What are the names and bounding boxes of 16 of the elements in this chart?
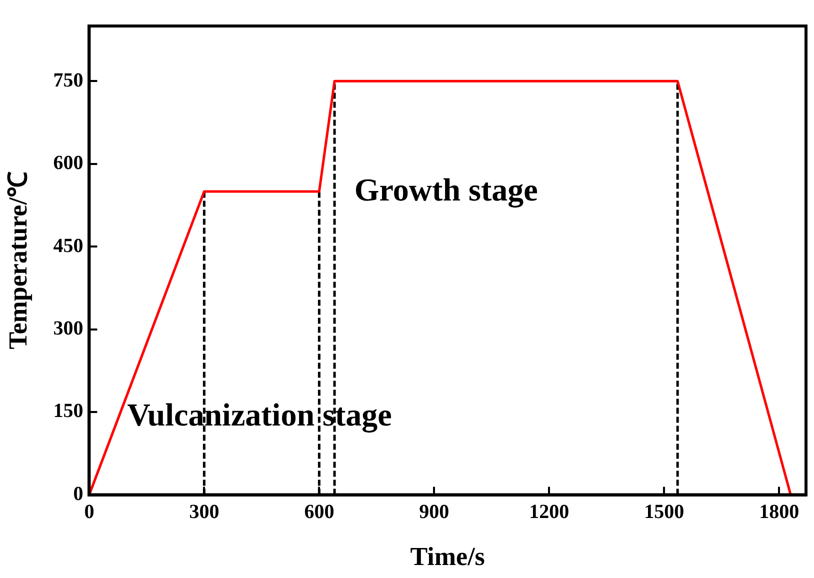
y-tick-label: 0 <box>73 482 84 505</box>
y-tick-label: 600 <box>53 152 84 174</box>
x-axis-title: Time/s <box>410 542 485 572</box>
y-axis-title: Temperature/℃ <box>3 172 32 350</box>
annotation: Vulcanization stage <box>127 396 392 434</box>
x-tick-label: 900 <box>419 500 450 523</box>
y-tick-label: 750 <box>53 69 84 92</box>
y-tick-label: 150 <box>53 400 84 422</box>
x-tick-label: 300 <box>189 500 220 523</box>
y-tick-label: 300 <box>53 318 84 340</box>
x-tick-label: 1500 <box>644 500 684 523</box>
x-tick-label: 1800 <box>759 500 800 523</box>
annotation: Growth stage <box>354 171 538 208</box>
y-tick-label: 450 <box>53 234 84 257</box>
x-tick-label: 600 <box>304 500 334 523</box>
x-tick-label: 1200 <box>529 500 570 523</box>
